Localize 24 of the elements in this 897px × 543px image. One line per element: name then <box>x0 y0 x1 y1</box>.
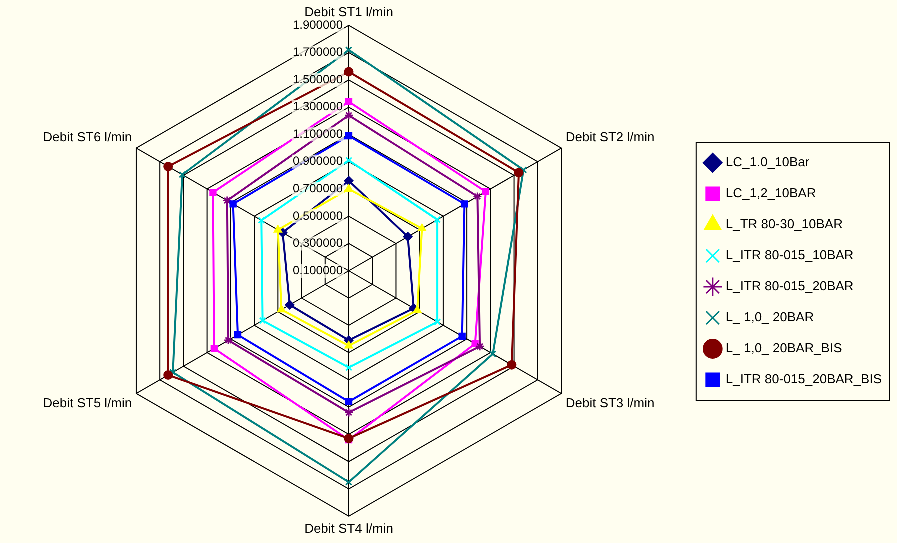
y-tick-label: 1.100000 <box>292 126 344 141</box>
y-tick-label: 0.100000 <box>292 263 344 278</box>
y-tick-label: 1.500000 <box>292 72 344 86</box>
legend-label: L_TR 80-30_10BAR <box>726 216 843 232</box>
legend-label: LC_1,2_10BAR <box>726 186 816 201</box>
legend-label: L_ITR 80-015_10BAR <box>726 248 854 263</box>
spoke-label: Debit ST2 l/min <box>566 130 655 145</box>
legend-label: LC_1.0_10Bar <box>726 154 810 170</box>
legend-label: L_ITR 80-015_20BAR <box>726 278 854 294</box>
y-tick-label: 1.700000 <box>292 45 344 60</box>
y-tick-label: 0.700000 <box>292 182 344 196</box>
spoke-label: Debit ST3 l/min <box>566 396 655 411</box>
y-tick-label: 0.500000 <box>292 208 344 223</box>
y-tick-label: 0.900000 <box>292 154 344 168</box>
y-tick-label: 0.300000 <box>292 236 344 250</box>
y-tick-label: 1.300000 <box>292 100 344 114</box>
y-tick-label: 1.900000 <box>292 18 344 32</box>
spoke-label: Debit ST5 l/min <box>43 396 132 411</box>
legend-label: L_ 1,0_ 20BAR <box>726 310 814 325</box>
spoke-label: Debit ST1 l/min <box>304 4 394 20</box>
spoke-label: Debit ST6 l/min <box>43 130 132 145</box>
legend-label: L_ITR 80-015_20BAR_BIS <box>726 372 882 387</box>
legend-label: L_ 1,0_ 20BAR_BIS <box>726 340 843 356</box>
spoke-label: Debit ST4 l/min <box>304 520 394 536</box>
